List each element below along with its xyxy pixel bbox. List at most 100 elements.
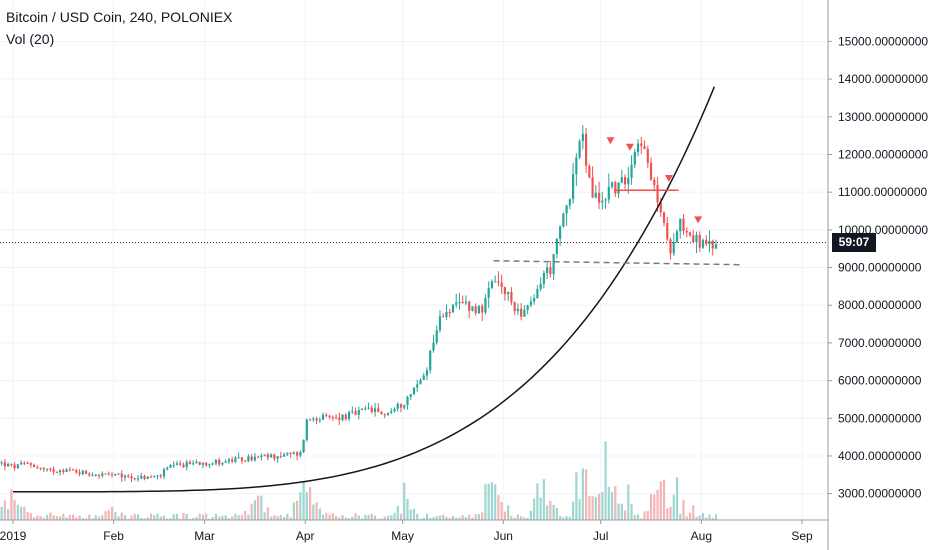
volume-bar: [3, 500, 6, 520]
sell-arrow-marker: [606, 137, 615, 145]
candle-body: [380, 412, 383, 415]
candle-body: [58, 470, 62, 472]
volume-bar: [503, 511, 507, 520]
volume-bar: [692, 505, 695, 520]
candle-body: [607, 186, 610, 200]
candle-body: [523, 309, 526, 317]
candle-body: [507, 292, 510, 294]
candle-body: [192, 463, 195, 465]
candle-body: [42, 468, 45, 470]
volume-bar: [562, 517, 565, 520]
volume-bar: [110, 506, 114, 520]
volume-bar: [614, 486, 617, 520]
volume-bar: [354, 513, 357, 520]
time-tick-label: 2019: [0, 529, 27, 543]
candle-body: [503, 287, 507, 294]
candle-body: [133, 478, 136, 480]
candle-body: [91, 475, 94, 477]
candle-body: [575, 157, 578, 175]
volume-bar: [65, 517, 68, 520]
volume-bar: [338, 517, 341, 520]
candle-body: [451, 304, 455, 313]
candle-body: [205, 462, 208, 466]
candle-body: [458, 301, 461, 303]
candle-body: [65, 469, 68, 473]
volume-bar: [331, 513, 334, 520]
volume-bar: [75, 517, 78, 520]
volume-bar: [435, 516, 438, 520]
volume-bar: [672, 494, 675, 520]
candle-body: [179, 463, 182, 465]
candle-body: [471, 306, 474, 311]
volume-bar: [188, 518, 192, 520]
volume-bar: [257, 495, 260, 520]
volume-bar: [711, 517, 714, 520]
volume-bar: [468, 514, 471, 520]
candle-body: [308, 419, 312, 421]
candle-body: [97, 474, 101, 476]
candle-body: [273, 454, 276, 459]
volume-bar: [438, 515, 442, 520]
candle-body: [442, 316, 445, 318]
candle-body: [588, 165, 591, 178]
volume-bar: [270, 516, 273, 520]
candle-body: [516, 308, 520, 312]
symbol-title[interactable]: Bitcoin / USD Coin, 240, POLONIEX: [6, 9, 233, 25]
candle-body: [240, 457, 244, 461]
volume-bar: [409, 509, 412, 520]
candle-body: [52, 468, 55, 472]
candle-body: [448, 311, 451, 313]
candle-body: [468, 301, 471, 311]
candle-body: [565, 205, 568, 214]
candle-body: [140, 475, 143, 479]
volume-bar: [97, 516, 101, 520]
candle-body: [263, 454, 266, 456]
volume-bar: [107, 509, 110, 520]
volume-bar: [617, 503, 620, 520]
volume-bar: [185, 513, 188, 520]
volume-bar: [325, 512, 328, 520]
candle-body: [604, 199, 607, 201]
price-tick-label: 14000.00000000: [838, 72, 928, 86]
volume-bar: [341, 515, 344, 520]
volume-bar: [302, 481, 305, 520]
candle-body: [435, 330, 438, 343]
candle-body: [169, 465, 172, 468]
volume-bar: [218, 516, 221, 520]
volume-bar: [130, 515, 133, 520]
candle-body: [247, 456, 250, 462]
volume-bar: [578, 498, 581, 520]
candle-body: [555, 238, 558, 255]
volume-bar: [682, 499, 685, 520]
volume-bar: [367, 514, 370, 520]
volume-indicator-label[interactable]: Vol (20): [6, 31, 55, 47]
volume-bar: [104, 511, 107, 520]
volume-bar: [192, 517, 195, 520]
candle-body: [695, 234, 698, 242]
volume-bar: [494, 484, 497, 520]
parabolic-curve: [13, 86, 716, 493]
candle-body: [572, 174, 575, 200]
time-tick-label: Apr: [296, 529, 315, 543]
volume-bar: [575, 472, 578, 520]
candle-body: [127, 475, 130, 477]
candle-body: [253, 456, 256, 461]
volume-bar: [656, 489, 659, 520]
candle-body: [568, 199, 571, 206]
volume-bar: [432, 517, 435, 520]
price-tick-label: 12000.00000000: [838, 147, 928, 161]
volume-bar: [653, 494, 656, 520]
candle-body: [107, 473, 110, 475]
volume-bar: [380, 518, 383, 520]
volume-bar: [373, 515, 377, 520]
candle-body: [617, 182, 620, 194]
volume-bar: [231, 516, 234, 520]
sell-arrow-marker: [694, 216, 703, 224]
volume-bar: [58, 516, 62, 520]
candle-body: [481, 306, 484, 313]
price-tick-label: 3000.00000000: [838, 487, 922, 501]
candle-body: [597, 192, 601, 203]
volume-bar: [370, 513, 373, 520]
